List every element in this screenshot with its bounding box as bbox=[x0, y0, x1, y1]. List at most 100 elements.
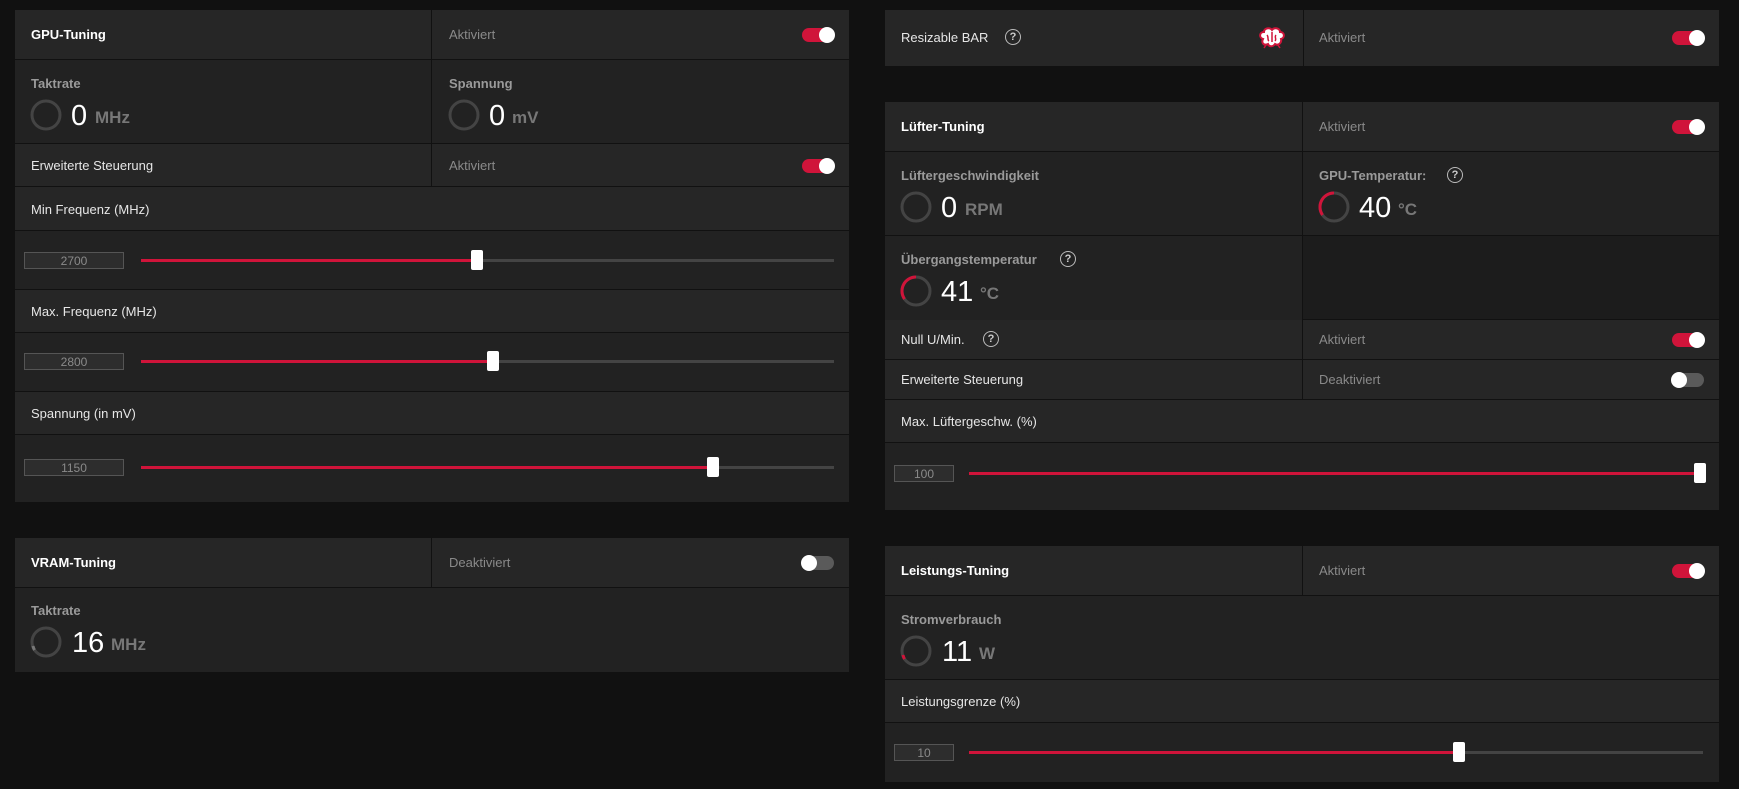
max-freq-slider[interactable] bbox=[141, 351, 834, 371]
power-tuning-toggle[interactable] bbox=[1672, 563, 1705, 579]
fan-advanced-toggle[interactable] bbox=[1671, 372, 1704, 388]
max-fan-slider-row: 100 bbox=[885, 443, 1719, 510]
max-fan-slider[interactable] bbox=[969, 463, 1706, 483]
max-freq-fill bbox=[141, 360, 494, 363]
max-fan-input[interactable]: 100 bbox=[894, 465, 954, 482]
junction-temp-unit: °C bbox=[980, 284, 1000, 303]
gpu-metrics-row: Taktrate 0 MHz Spannung 0 mV bbox=[15, 60, 849, 144]
fan-tuning-panel: Lüfter-Tuning Aktiviert Lüftergeschwindi… bbox=[885, 102, 1719, 510]
min-freq-slider[interactable] bbox=[141, 250, 834, 270]
vram-metrics-row: Taktrate 16 MHz bbox=[15, 588, 849, 672]
power-metrics-row: Stromverbrauch 11 W bbox=[885, 596, 1719, 680]
power-tuning-title: Leistungs-Tuning bbox=[901, 563, 1010, 578]
brain-icon bbox=[1259, 27, 1285, 49]
fan-speed-gauge-icon bbox=[900, 191, 932, 223]
power-limit-slider[interactable] bbox=[969, 742, 1703, 762]
max-freq-label-row: Max. Frequenz (MHz) bbox=[15, 290, 849, 333]
zero-rpm-toggle[interactable] bbox=[1672, 332, 1705, 348]
voltage-label-row: Spannung (in mV) bbox=[15, 392, 849, 435]
clock-gauge-icon bbox=[30, 99, 62, 131]
gpu-temp-value: 40 bbox=[1359, 192, 1392, 224]
power-limit-label-row: Leistungsgrenze (%) bbox=[885, 680, 1719, 723]
vram-tuning-panel: VRAM-Tuning Deaktiviert Taktrate 16 MHz bbox=[15, 538, 849, 672]
gpu-advanced-toggle[interactable] bbox=[802, 158, 835, 174]
voltage-thumb[interactable] bbox=[707, 457, 720, 477]
gpu-tuning-header: GPU-Tuning Aktiviert bbox=[15, 10, 849, 60]
gpu-tuning-toggle[interactable] bbox=[802, 27, 835, 43]
fan-tuning-title: Lüfter-Tuning bbox=[901, 119, 985, 134]
vram-clock-label: Taktrate bbox=[31, 603, 81, 618]
zero-rpm-help-icon[interactable]: ? bbox=[983, 331, 999, 347]
voltage-fill bbox=[141, 466, 714, 469]
resizable-bar-status: Aktiviert bbox=[1319, 30, 1366, 45]
power-limit-label: Leistungsgrenze (%) bbox=[901, 694, 1021, 709]
power-limit-input[interactable]: 10 bbox=[894, 744, 954, 761]
power-gauge-icon bbox=[900, 635, 932, 667]
zero-rpm-label: Null U/Min. bbox=[901, 332, 965, 347]
max-fan-fill bbox=[969, 472, 1700, 475]
max-freq-input[interactable]: 2800 bbox=[24, 353, 124, 370]
zero-rpm-status: Aktiviert bbox=[1319, 332, 1366, 347]
min-freq-slider-row: 2700 bbox=[15, 231, 849, 290]
voltage-slider[interactable] bbox=[141, 457, 834, 477]
clock-label: Taktrate bbox=[31, 76, 81, 91]
voltage-value: 0 bbox=[489, 100, 506, 132]
power-tuning-status: Aktiviert bbox=[1319, 563, 1366, 578]
min-freq-label-row: Min Frequenz (MHz) bbox=[15, 187, 849, 231]
resizable-bar-toggle[interactable] bbox=[1672, 30, 1705, 46]
junction-temp-label: Übergangstemperatur bbox=[901, 252, 1037, 267]
power-tuning-header: Leistungs-Tuning Aktiviert bbox=[885, 546, 1719, 596]
fan-speed-label: Lüftergeschwindigkeit bbox=[901, 168, 1039, 183]
junction-row: Übergangstemperatur ? 41 °C bbox=[885, 236, 1719, 320]
vram-tuning-header: VRAM-Tuning Deaktiviert bbox=[15, 538, 849, 588]
vram-clock-gauge-icon bbox=[30, 626, 62, 658]
clock-unit: MHz bbox=[95, 108, 130, 127]
vram-clock-value: 16 bbox=[72, 627, 105, 659]
power-limit-fill bbox=[969, 751, 1459, 754]
gpu-temp-gauge-icon bbox=[1318, 191, 1350, 223]
fan-tuning-toggle[interactable] bbox=[1672, 119, 1705, 135]
min-freq-input[interactable]: 2700 bbox=[24, 252, 124, 269]
resizable-bar-label: Resizable BAR bbox=[901, 30, 989, 45]
fan-tuning-status: Aktiviert bbox=[1319, 119, 1366, 134]
gpu-tuning-panel: GPU-Tuning Aktiviert Taktrate 0 MHz Span… bbox=[15, 10, 849, 502]
power-value: 11 bbox=[942, 636, 973, 668]
gpu-temp-unit: °C bbox=[1398, 200, 1418, 219]
zero-rpm-row: Null U/Min. ? Aktiviert bbox=[885, 320, 1719, 360]
clock-value: 0 bbox=[71, 100, 88, 132]
voltage-gauge-icon bbox=[448, 99, 480, 131]
gpu-advanced-status: Aktiviert bbox=[449, 158, 496, 173]
gpu-advanced-row: Erweiterte Steuerung Aktiviert bbox=[15, 144, 849, 187]
voltage-slider-row: 1150 bbox=[15, 435, 849, 502]
vram-clock-unit: MHz bbox=[111, 635, 146, 654]
max-freq-slider-row: 2800 bbox=[15, 333, 849, 392]
power-tuning-panel: Leistungs-Tuning Aktiviert Stromverbrauc… bbox=[885, 546, 1719, 782]
vram-tuning-title: VRAM-Tuning bbox=[31, 555, 116, 570]
gpu-temp-help-icon[interactable]: ? bbox=[1447, 167, 1463, 183]
min-freq-label: Min Frequenz (MHz) bbox=[31, 202, 150, 217]
max-fan-label: Max. Lüftergeschw. (%) bbox=[901, 414, 1037, 429]
resizable-bar-help-icon[interactable]: ? bbox=[1005, 29, 1021, 45]
gpu-temp-label: GPU-Temperatur: bbox=[1319, 168, 1427, 183]
junction-temp-gauge-icon bbox=[900, 275, 932, 307]
fan-advanced-row: Erweiterte Steuerung Deaktiviert bbox=[885, 360, 1719, 400]
vram-tuning-toggle[interactable] bbox=[801, 555, 834, 571]
voltage-unit: mV bbox=[512, 108, 539, 127]
fan-speed-unit: RPM bbox=[965, 200, 1003, 219]
max-freq-thumb[interactable] bbox=[487, 351, 500, 371]
voltage-input[interactable]: 1150 bbox=[24, 459, 124, 476]
resizable-bar-row: Resizable BAR ? Aktiviert bbox=[885, 10, 1719, 66]
fan-advanced-label: Erweiterte Steuerung bbox=[901, 372, 1024, 387]
voltage-label: Spannung bbox=[449, 76, 513, 91]
fan-metrics-row: Lüftergeschwindigkeit 0 RPM GPU-Temperat… bbox=[885, 152, 1719, 236]
junction-temp-value: 41 bbox=[941, 276, 974, 308]
junction-temp-help-icon[interactable]: ? bbox=[1060, 251, 1076, 267]
resizable-bar-panel: Resizable BAR ? Aktiviert bbox=[885, 10, 1719, 66]
min-freq-fill bbox=[141, 259, 478, 262]
min-freq-thumb[interactable] bbox=[471, 250, 484, 270]
vram-tuning-status: Deaktiviert bbox=[449, 555, 511, 570]
voltage-slider-label: Spannung (in mV) bbox=[31, 406, 136, 421]
max-fan-thumb[interactable] bbox=[1694, 463, 1706, 483]
power-limit-slider-row: 10 bbox=[885, 723, 1719, 782]
power-limit-thumb[interactable] bbox=[1452, 742, 1465, 762]
